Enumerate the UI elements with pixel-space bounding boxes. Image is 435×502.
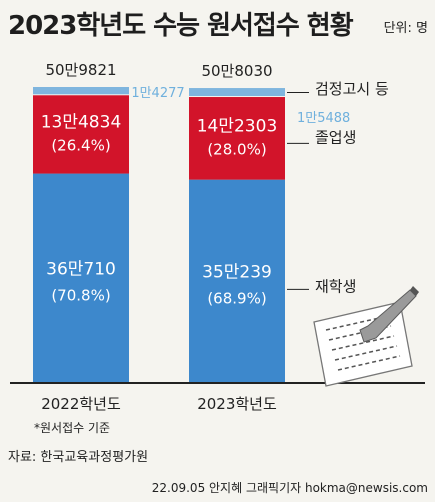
students-percent-label: (70.8%)	[51, 286, 110, 304]
source-text: 자료: 한국교육과정평가원	[8, 450, 148, 465]
gosi-value-label: 1만5488	[297, 111, 350, 126]
graduates-value-label: 14만2303	[197, 116, 278, 136]
graduates-value-label: 13만4834	[41, 112, 122, 132]
bar-total-label: 50만8030	[201, 62, 272, 80]
footnote: *원서접수 기준	[34, 421, 110, 435]
category-label: 2022학년도	[41, 395, 121, 413]
gosi-value-label: 1만4277	[131, 86, 184, 101]
answer-sheet-pencil-icon	[313, 286, 419, 387]
bar-segment-gosi	[33, 87, 129, 95]
bar-segment-graduates	[33, 95, 129, 174]
bar-segment-graduates	[189, 97, 285, 180]
bar-segment-students	[33, 173, 129, 383]
bar-total-label: 50만9821	[45, 61, 116, 79]
legend-label: 검정고시 등	[315, 80, 389, 98]
chart-title: 2023학년도 수능 원서접수 현황	[8, 11, 354, 41]
bar-segment-students	[189, 179, 285, 383]
unit-label: 단위: 명	[384, 21, 428, 36]
bars-group: 50만9821 36만710 (70.8%) 13만4834 (26.4%) 1만4277…	[33, 61, 389, 413]
students-percent-label: (68.9%)	[207, 289, 266, 307]
graduates-percent-label: (28.0%)	[207, 140, 266, 158]
students-value-label: 36만710	[46, 259, 116, 279]
bar-segment-gosi	[189, 88, 285, 97]
students-value-label: 35만239	[202, 262, 272, 282]
legend-label: 졸업생	[315, 128, 356, 146]
legend-label: 재학생	[315, 277, 356, 295]
category-label: 2023학년도	[197, 395, 277, 413]
graduates-percent-label: (26.4%)	[51, 136, 110, 154]
credit-text: 22.09.05 안지혜 그래픽기자 hokma@newsis.com	[152, 481, 428, 495]
